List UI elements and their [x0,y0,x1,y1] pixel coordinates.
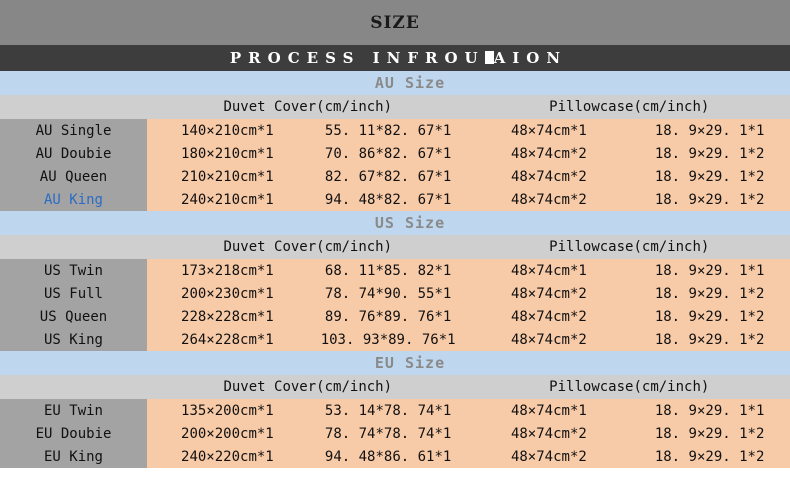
section-header: US Size [0,211,790,235]
cell-pillowcase-inch: 18. 9×29. 1*1 [654,122,765,139]
cell-duvet-inch: 94. 48*86. 61*1 [324,448,452,465]
cell-duvet-cm: 200×230cm*1 [181,285,274,302]
row-header-size-name: US Twin [0,259,147,282]
cell-pillowcase-cm: 48×74cm*1 [510,402,587,419]
column-header-duvet-cover: Duvet Cover(cm/inch) [223,379,393,395]
column-header-row: Duvet Cover(cm/inch) Pillowcase(cm/inch) [0,235,790,259]
column-header-row: Duvet Cover(cm/inch) Pillowcase(cm/inch) [0,375,790,399]
cell-pillowcase-inch: 18. 9×29. 1*2 [654,448,765,465]
table-row: US Queen 228×228cm*1 89. 76*89. 76*1 48×74c… [0,305,790,328]
cell-pillowcase-inch: 18. 9×29. 1*1 [654,402,765,419]
size-section: EU Size Duvet Cover(cm/inch) Pillowcase(cm… [0,351,790,468]
cell-duvet-cm: 200×200cm*1 [181,425,274,442]
cell-pillowcase-cm: 48×74cm*2 [510,145,587,162]
process-label-right: AION [493,49,568,67]
column-header-corner [0,235,147,259]
cell-pillowcase-inch: 18. 9×29. 1*2 [654,145,765,162]
cell-duvet-inch: 103. 93*89. 76*1 [320,331,456,348]
cell-pillowcase-cm: 48×74cm*1 [510,122,587,139]
cell-duvet-cm: 240×220cm*1 [181,448,274,465]
cell-pillowcase-cm: 48×74cm*2 [510,191,587,208]
cell-pillowcase-cm: 48×74cm*2 [510,425,587,442]
table-row: AU Queen 210×210cm*1 82. 67*82. 67*1 48×74c… [0,165,790,188]
section-title: US Size [374,214,446,232]
cell-duvet-cm: 135×200cm*1 [181,402,274,419]
table-row: AU Doubie 180×210cm*1 70. 86*82. 67*1 48×74… [0,142,790,165]
cell-pillowcase-inch: 18. 9×29. 1*2 [654,308,765,325]
cell-duvet-inch: 55. 11*82. 67*1 [324,122,452,139]
column-header-pillowcase: Pillowcase(cm/inch) [549,239,710,255]
column-header-duvet-cover: Duvet Cover(cm/inch) [223,239,393,255]
column-header-corner [0,95,147,119]
process-information-label: PROCESS INFROU AION [223,49,567,67]
section-title: AU Size [374,74,446,92]
size-section: AU Size Duvet Cover(cm/inch) Pillowcase(cm… [0,71,790,211]
cell-pillowcase-cm: 48×74cm*2 [510,448,587,465]
table-row: US Full 200×230cm*1 78. 74*90. 55*1 48×74cm… [0,282,790,305]
table-row: US King 264×228cm*1 103. 93*89. 76*1 48×74c… [0,328,790,351]
row-header-size-name: EU King [0,445,147,468]
column-header-pillowcase: Pillowcase(cm/inch) [549,99,710,115]
row-header-size-name: US King [0,328,147,351]
page-title: SIZE [370,12,420,33]
title-band: SIZE [0,0,790,45]
row-header-size-name: US Queen [0,305,147,328]
table-row: US Twin 173×218cm*1 68. 11*85. 82*1 48×74cm… [0,259,790,282]
section-header: AU Size [0,71,790,95]
table-row: AU Single 140×210cm*1 55. 11*82. 67*1 48×74… [0,119,790,142]
cell-pillowcase-cm: 48×74cm*2 [510,331,587,348]
process-label-left: PROCESS INFROU [229,49,485,67]
row-header-size-name: AU Single [0,119,147,142]
table-row: EU Twin 135×200cm*1 53. 14*78. 74*1 48×74cm… [0,399,790,422]
filled-block-glyph-icon [484,51,494,64]
row-header-size-name: AU Queen [0,165,147,188]
cell-duvet-cm: 240×210cm*1 [181,191,274,208]
column-header-duvet-cover: Duvet Cover(cm/inch) [223,99,393,115]
row-header-size-name: AU King [0,188,147,211]
row-header-size-name: US Full [0,282,147,305]
cell-duvet-inch: 78. 74*78. 74*1 [324,425,452,442]
row-header-size-name: AU Doubie [0,142,147,165]
column-header-row: Duvet Cover(cm/inch) Pillowcase(cm/inch) [0,95,790,119]
cell-duvet-inch: 89. 76*89. 76*1 [324,308,452,325]
cell-duvet-cm: 180×210cm*1 [181,145,274,162]
section-title: EU Size [374,354,446,372]
row-header-size-name: EU Twin [0,399,147,422]
size-section: US Size Duvet Cover(cm/inch) Pillowcase(cm… [0,211,790,351]
cell-pillowcase-cm: 48×74cm*1 [510,262,587,279]
table-row: EU King 240×220cm*1 94. 48*86. 61*1 48×74cm… [0,445,790,468]
cell-pillowcase-inch: 18. 9×29. 1*2 [654,285,765,302]
cell-pillowcase-inch: 18. 9×29. 1*2 [654,331,765,348]
cell-duvet-inch: 82. 67*82. 67*1 [324,168,452,185]
cell-duvet-cm: 264×228cm*1 [181,331,274,348]
cell-pillowcase-cm: 48×74cm*2 [510,168,587,185]
cell-duvet-inch: 70. 86*82. 67*1 [324,145,452,162]
cell-pillowcase-cm: 48×74cm*2 [510,285,587,302]
cell-duvet-cm: 228×228cm*1 [181,308,274,325]
cell-pillowcase-inch: 18. 9×29. 1*2 [654,425,765,442]
cell-pillowcase-inch: 18. 9×29. 1*2 [654,168,765,185]
column-header-pillowcase: Pillowcase(cm/inch) [549,379,710,395]
cell-pillowcase-inch: 18. 9×29. 1*1 [654,262,765,279]
cell-duvet-cm: 210×210cm*1 [181,168,274,185]
cell-duvet-inch: 78. 74*90. 55*1 [324,285,452,302]
cell-pillowcase-inch: 18. 9×29. 1*2 [654,191,765,208]
column-header-corner [0,375,147,399]
sections-host: AU Size Duvet Cover(cm/inch) Pillowcase(cm… [0,71,790,468]
table-row: EU Doubie 200×200cm*1 78. 74*78. 74*1 48×74… [0,422,790,445]
cell-duvet-cm: 140×210cm*1 [181,122,274,139]
cell-duvet-inch: 53. 14*78. 74*1 [324,402,452,419]
cell-pillowcase-cm: 48×74cm*2 [510,308,587,325]
process-information-band: PROCESS INFROU AION [0,45,790,71]
table-row: AU King 240×210cm*1 94. 48*82. 67*1 48×74cm… [0,188,790,211]
cell-duvet-cm: 173×218cm*1 [181,262,274,279]
cell-duvet-inch: 68. 11*85. 82*1 [324,262,452,279]
section-header: EU Size [0,351,790,375]
row-header-size-name: EU Doubie [0,422,147,445]
cell-duvet-inch: 94. 48*82. 67*1 [324,191,452,208]
